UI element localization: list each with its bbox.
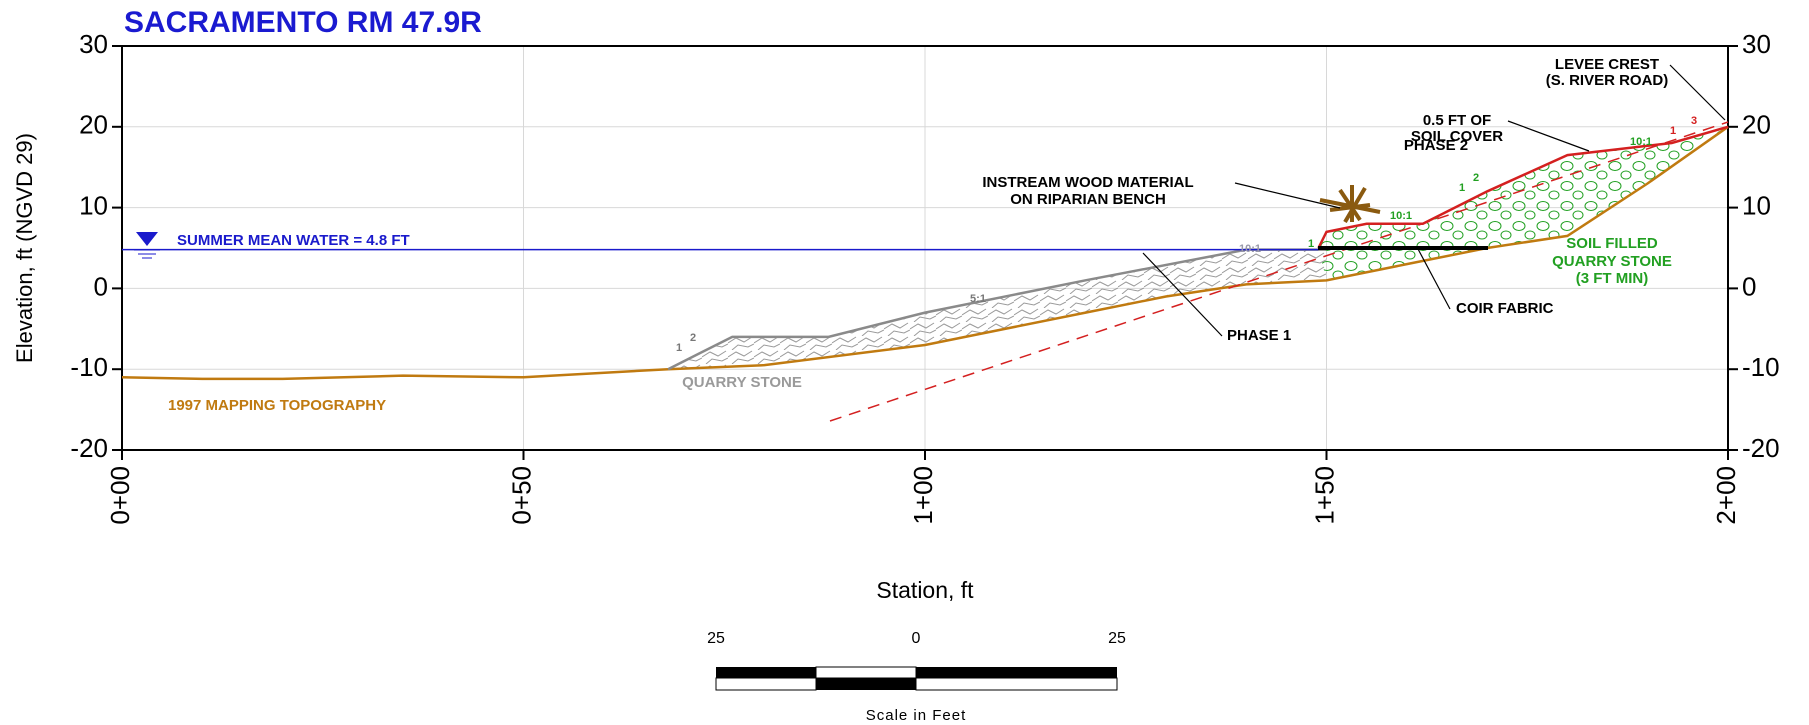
annotation: QUARRY STONE bbox=[682, 374, 802, 391]
series-label: SUMMER MEAN WATER = 4.8 FT bbox=[177, 232, 410, 249]
series-line bbox=[1317, 125, 1729, 249]
leader-line bbox=[1507, 120, 1590, 152]
y-tick-label: 20 bbox=[1742, 110, 1771, 140]
series-line bbox=[667, 248, 1327, 371]
x-axis-label: Station, ft bbox=[876, 577, 974, 603]
scale-label: 25 bbox=[707, 630, 725, 647]
leader-line bbox=[1234, 182, 1341, 209]
x-tick-label: 0+00 bbox=[105, 466, 135, 525]
y-tick-label: 10 bbox=[1742, 190, 1771, 220]
series-line bbox=[121, 125, 1729, 381]
series-label: PHASE 2 bbox=[1404, 137, 1468, 154]
leader-line bbox=[1142, 252, 1223, 337]
slope-label: 1 bbox=[1459, 182, 1465, 194]
annotation: PHASE 1 bbox=[1227, 327, 1291, 344]
y-tick-label: 20 bbox=[79, 110, 108, 140]
x-tick-label: 2+00 bbox=[1711, 466, 1741, 525]
annotation: LEVEE CREST bbox=[1555, 56, 1659, 73]
water-symbol bbox=[136, 232, 158, 246]
y-tick-label: 10 bbox=[79, 190, 108, 220]
quarry-stone-fill bbox=[668, 249, 1327, 370]
annotation: INSTREAM WOOD MATERIAL bbox=[982, 174, 1193, 191]
y-tick-label: -10 bbox=[70, 352, 108, 382]
slope-label: 10:1 bbox=[1239, 243, 1261, 255]
scale-label: 25 bbox=[1108, 630, 1126, 647]
x-tick-label: 1+00 bbox=[908, 466, 938, 525]
design-line bbox=[829, 121, 1729, 422]
soil-stone-fill bbox=[1318, 126, 1728, 281]
chart-title: SACRAMENTO RM 47.9R bbox=[124, 6, 482, 39]
x-tick-label: 0+50 bbox=[506, 466, 536, 525]
series-label: 1997 MAPPING TOPOGRAPHY bbox=[168, 397, 386, 414]
annotation: QUARRY STONE bbox=[1552, 253, 1672, 270]
slope-label: 10:1 bbox=[1630, 136, 1652, 148]
y-tick-label: -20 bbox=[70, 433, 108, 463]
slope-label: 2 bbox=[1473, 172, 1479, 184]
y-axis-label: Elevation, ft (NGVD 29) bbox=[12, 133, 37, 363]
y-tick-label: -20 bbox=[1742, 433, 1780, 463]
scale-bar: 25 0 25 Scale in Feet bbox=[707, 630, 1126, 724]
annotation: ON RIPARIAN BENCH bbox=[1010, 191, 1166, 208]
y-tick-label: 0 bbox=[94, 271, 108, 301]
wood-material bbox=[1319, 185, 1381, 224]
annotation: 0.5 FT OF bbox=[1423, 112, 1491, 129]
slope-label: 1 bbox=[1308, 238, 1314, 250]
slope-label: 1 bbox=[1670, 125, 1676, 137]
y-tick-label: 0 bbox=[1742, 271, 1756, 301]
slope-label: 3 bbox=[1691, 115, 1697, 127]
y-tick-label: 30 bbox=[79, 29, 108, 59]
slope-label: 5:1 bbox=[970, 293, 986, 305]
annotation: COIR FABRIC bbox=[1456, 300, 1554, 317]
leader-line bbox=[1417, 248, 1451, 310]
x-tick-label: 1+50 bbox=[1309, 466, 1339, 525]
scale-caption: Scale in Feet bbox=[866, 707, 967, 724]
y-tick-label: -10 bbox=[1742, 352, 1780, 382]
annotation: (S. RIVER ROAD) bbox=[1546, 72, 1669, 89]
annotation: (3 FT MIN) bbox=[1576, 270, 1649, 287]
annotation: SOIL FILLED bbox=[1566, 235, 1658, 252]
y-tick-label: 30 bbox=[1742, 29, 1771, 59]
scale-label: 0 bbox=[912, 630, 921, 647]
annotation: SOIL COVER bbox=[1411, 128, 1503, 145]
plot-frame bbox=[121, 45, 1729, 451]
slope-label: 1 bbox=[676, 342, 682, 354]
water-symbol bbox=[134, 249, 160, 259]
slope-label: 10:1 bbox=[1390, 210, 1412, 222]
slope-label: 2 bbox=[690, 332, 696, 344]
leader-line bbox=[1669, 64, 1726, 121]
